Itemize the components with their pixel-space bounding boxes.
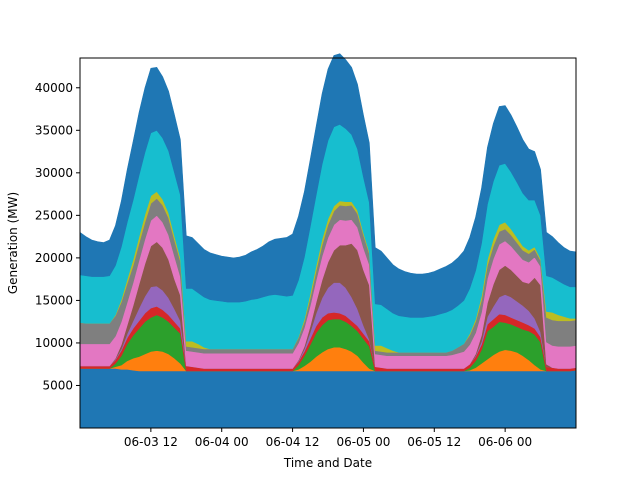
- y-tick-label: 30000: [35, 166, 73, 180]
- y-tick-label: 20000: [35, 251, 73, 265]
- y-tick-label: 35000: [35, 123, 73, 137]
- y-tick-label: 25000: [35, 208, 73, 222]
- x-tick-label: 06-04 00: [195, 435, 249, 449]
- y-tick-label: 15000: [35, 293, 73, 307]
- x-tick-label: 06-04 12: [266, 435, 320, 449]
- x-tick-label: 06-05 12: [407, 435, 461, 449]
- y-tick-label: 10000: [35, 336, 73, 350]
- area-series-1: [79, 368, 577, 429]
- x-axis: 06-03 12 06-04 00 06-04 12 06-05 00 06-05 12…: [124, 428, 532, 449]
- y-axis: 5000 10000 15000 20000 25000 30000 35000 40000: [35, 81, 80, 392]
- y-axis-label: Generation (MW): [6, 192, 20, 294]
- x-tick-label: 06-06 00: [478, 435, 532, 449]
- plot-frame: [79, 57, 577, 429]
- x-tick-label: 06-03 12: [124, 435, 178, 449]
- x-axis-label: Time and Date: [283, 456, 372, 470]
- area-series-group: [79, 53, 577, 429]
- y-tick-label: 40000: [35, 81, 73, 95]
- x-tick-label: 06-05 00: [336, 435, 390, 449]
- y-tick-label: 5000: [42, 378, 73, 392]
